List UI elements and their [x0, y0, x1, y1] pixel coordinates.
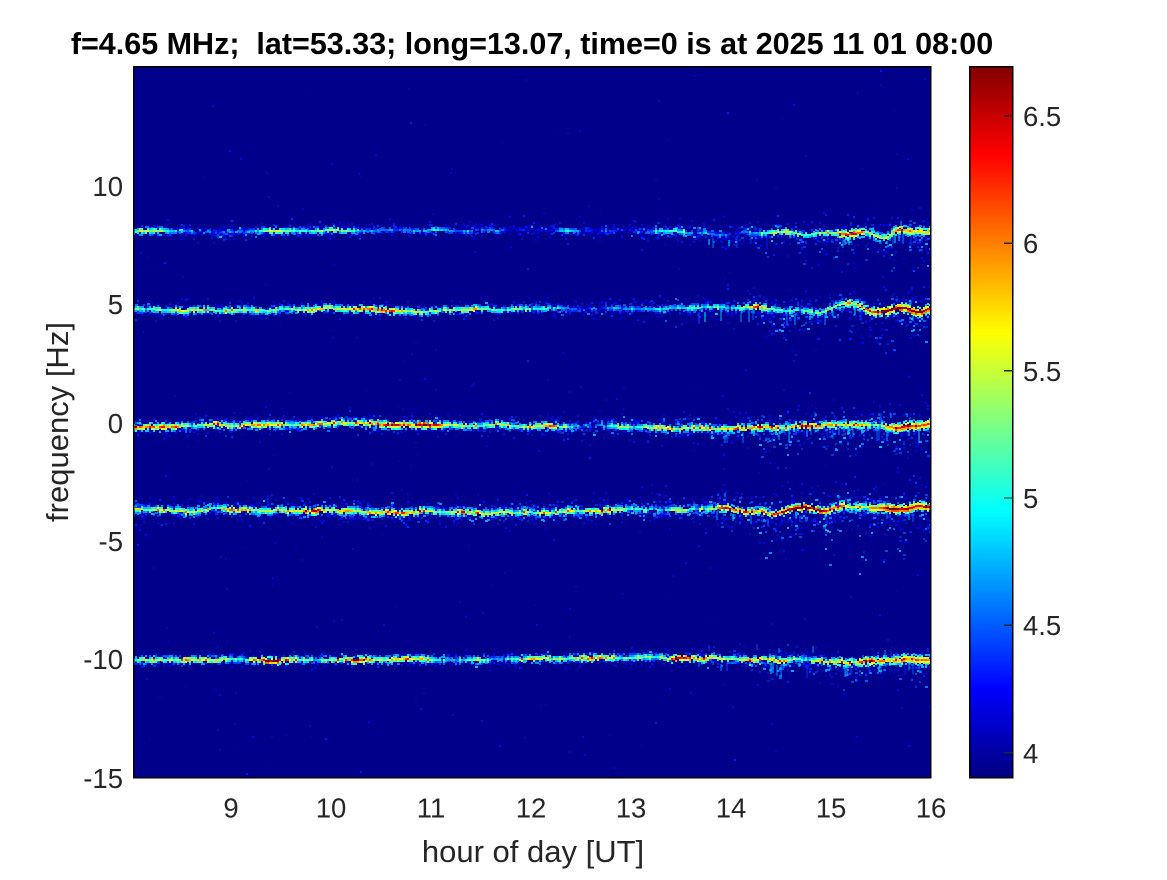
svg-text:hour of day [UT]: hour of day [UT]	[422, 834, 644, 869]
svg-text:6: 6	[1023, 228, 1038, 259]
svg-text:10: 10	[92, 171, 123, 202]
svg-text:0: 0	[108, 408, 123, 439]
svg-text:9: 9	[223, 793, 238, 824]
svg-text:14: 14	[716, 793, 747, 824]
svg-text:11: 11	[417, 793, 446, 824]
svg-text:5.5: 5.5	[1023, 356, 1061, 387]
svg-text:f=4.65 MHz; lat=53.33; long=1: f=4.65 MHz; lat=53.33; long=13.07, time=…	[71, 27, 993, 61]
svg-text:-15: -15	[83, 763, 123, 794]
svg-text:13: 13	[616, 793, 647, 824]
svg-text:12: 12	[516, 793, 547, 824]
svg-text:16: 16	[916, 793, 947, 824]
svg-text:5: 5	[1023, 483, 1038, 514]
svg-text:6.5: 6.5	[1023, 101, 1061, 132]
svg-text:5: 5	[108, 289, 123, 320]
svg-text:15: 15	[816, 793, 847, 824]
svg-text:10: 10	[316, 793, 347, 824]
svg-text:-10: -10	[83, 644, 123, 675]
svg-text:4.5: 4.5	[1023, 610, 1061, 641]
svg-text:4: 4	[1023, 738, 1038, 769]
svg-text:frequency [Hz]: frequency [Hz]	[40, 322, 75, 522]
svg-text:-5: -5	[99, 526, 123, 557]
